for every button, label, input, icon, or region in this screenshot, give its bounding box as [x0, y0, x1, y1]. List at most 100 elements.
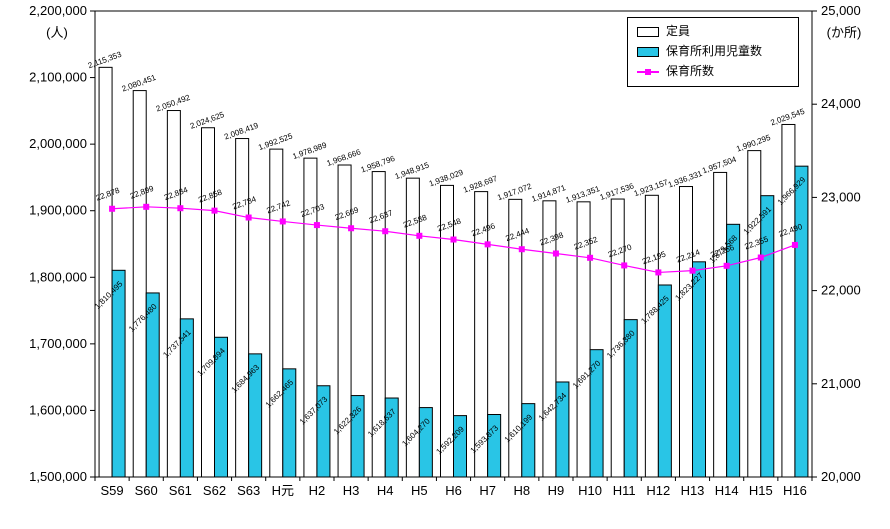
centers-marker: [245, 214, 252, 221]
centers-marker: [791, 241, 798, 248]
legend-item-enrollment: 保育所利用児童数: [637, 44, 789, 59]
centers-marker: [587, 254, 594, 261]
capacity-bar: [440, 184, 454, 478]
capacity-bar: [235, 138, 250, 478]
right-axis-tick-label: 20,000: [821, 469, 861, 484]
enrollment-bar: [692, 261, 706, 478]
centers-marker: [484, 241, 491, 248]
capacity-bar: [269, 148, 284, 478]
capacity-bar: [781, 123, 796, 478]
enrollment-bar: [726, 223, 741, 478]
enrollment-bar: [623, 319, 638, 478]
centers-marker: [279, 218, 286, 225]
capacity-bar: [542, 200, 557, 478]
enrollment-bar: [111, 269, 126, 478]
capacity-bar: [474, 191, 489, 478]
enrollment-bar: [179, 318, 194, 478]
legend-item-centers: 保育所数: [637, 65, 789, 78]
centers-marker: [109, 205, 116, 212]
capacity-bar: [303, 157, 318, 478]
x-axis-category-label: H4: [377, 483, 394, 498]
capacity-bar: [508, 198, 523, 478]
right-axis-tick-label: 24,000: [821, 96, 861, 111]
capacity-bar: [405, 177, 420, 478]
right-axis-tick-label: 23,000: [821, 189, 861, 204]
centers-marker: [177, 205, 184, 212]
x-axis-category-label: S61: [169, 483, 192, 498]
legend-label-enrollment: 保育所利用児童数: [666, 44, 763, 59]
x-axis-category-label: H11: [613, 483, 636, 498]
x-axis-category-label: H13: [681, 483, 705, 498]
centers-marker: [450, 236, 457, 243]
capacity-bar: [201, 127, 215, 478]
enrollment-bar: [657, 284, 672, 478]
left-axis-tick-label: 1,600,000: [29, 402, 87, 417]
centers-marker: [313, 222, 320, 229]
right-axis-tick-label: 25,000: [821, 3, 861, 18]
capacity-bar: [576, 201, 591, 478]
legend-label-centers: 保育所数: [666, 64, 715, 79]
enrollment-bar: [248, 353, 263, 478]
enrollment-bar: [521, 403, 536, 478]
centers-marker: [211, 207, 218, 214]
enrollment-bar: [589, 349, 604, 478]
x-axis-category-label: H5: [411, 483, 428, 498]
x-axis-category-label: H9: [548, 483, 565, 498]
capacity-swatch-icon: [637, 26, 659, 37]
enrollment-bar: [214, 336, 228, 478]
centers-line-swatch-icon: [637, 67, 659, 77]
left-axis-unit-label: (人): [46, 25, 68, 40]
right-axis-unit-label: (か所): [827, 25, 862, 40]
enrollment-bar: [453, 415, 467, 478]
x-axis-category-label: S60: [135, 483, 158, 498]
left-axis-tick-label: 2,100,000: [29, 70, 87, 85]
enrollment-bar: [145, 292, 160, 478]
x-axis-category-label: S63: [237, 483, 260, 498]
x-axis-category-label: H元: [272, 483, 294, 498]
left-axis-tick-label: 2,200,000: [29, 3, 87, 18]
enrollment-bar: [487, 414, 502, 478]
x-axis-category-label: H3: [343, 483, 360, 498]
x-axis-category-label: S62: [203, 483, 226, 498]
capacity-bar: [337, 164, 352, 478]
centers-marker: [416, 232, 423, 239]
enrollment-swatch-icon: [637, 46, 659, 57]
x-axis-category-label: H16: [783, 483, 807, 498]
centers-marker: [348, 225, 355, 232]
enrollment-bar: [794, 165, 809, 478]
capacity-bar: [747, 150, 762, 478]
x-axis-category-label: H8: [513, 483, 530, 498]
left-axis-tick-label: 1,900,000: [29, 203, 87, 218]
x-axis-category-label: H6: [445, 483, 462, 498]
centers-marker: [518, 246, 525, 253]
enrollment-bar: [350, 395, 365, 478]
centers-marker: [689, 267, 696, 274]
x-axis-category-label: H12: [646, 483, 670, 498]
enrollment-bar: [282, 368, 297, 478]
x-axis-category-label: S59: [101, 483, 124, 498]
centers-marker: [655, 269, 662, 276]
capacity-bar: [132, 90, 147, 478]
left-axis-tick-label: 1,700,000: [29, 336, 87, 351]
capacity-bar: [713, 171, 728, 478]
x-axis-category-label: H7: [479, 483, 496, 498]
legend-item-capacity: 定員: [637, 24, 789, 38]
capacity-bar: [166, 110, 181, 478]
left-axis-tick-label: 1,500,000: [29, 469, 87, 484]
legend-label-capacity: 定員: [666, 24, 691, 38]
enrollment-bar: [384, 397, 399, 478]
centers-marker: [552, 250, 559, 257]
enrollment-bar: [316, 385, 331, 478]
capacity-bar: [644, 194, 659, 478]
right-axis-tick-label: 22,000: [821, 283, 861, 298]
x-axis-category-label: H2: [309, 483, 326, 498]
centers-marker: [143, 203, 150, 210]
centers-marker: [757, 254, 764, 261]
left-axis-tick-label: 1,800,000: [29, 269, 87, 284]
x-axis-category-label: H10: [578, 483, 602, 498]
capacity-bar: [98, 66, 113, 478]
capacity-bar: [679, 186, 693, 478]
capacity-bar: [371, 171, 386, 478]
